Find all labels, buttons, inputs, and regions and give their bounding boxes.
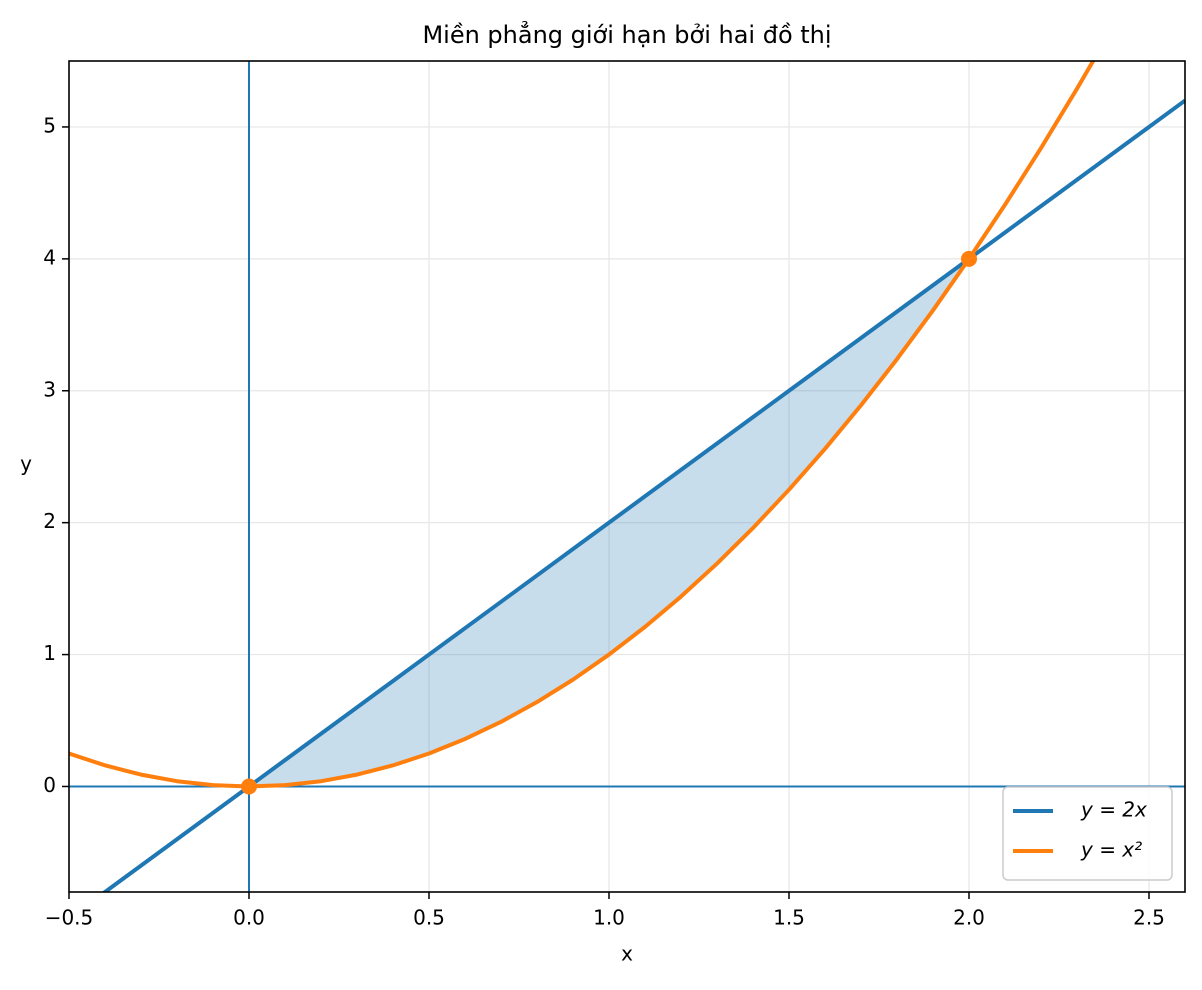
x-tick-label: 2.0: [953, 906, 985, 930]
x-tick-label: 0.0: [233, 906, 265, 930]
x-tick-label: −0.5: [45, 906, 94, 930]
intersection-point: [961, 250, 977, 267]
y-tick-label: 0: [43, 773, 56, 797]
chart-title: Miền phẳng giới hạn bởi hai đồ thị: [422, 20, 831, 49]
axes: −0.5 0.0 0.5 1.0 1.5 2.0 2.5 0 1 2 3 4 5: [43, 113, 1165, 929]
y-tick-label: 5: [43, 113, 56, 137]
x-tick-label: 0.5: [413, 906, 445, 930]
y-tick-label: 2: [43, 509, 56, 533]
intersection-point: [241, 778, 257, 795]
y-axis-label: y: [20, 452, 32, 476]
y-tick-label: 4: [43, 245, 56, 269]
y-tick-label: 1: [43, 641, 56, 665]
plot-area: [69, 61, 1185, 892]
y-tick-label: 3: [43, 377, 56, 401]
legend-label: y = 2x: [1080, 798, 1147, 822]
x-tick-label: 1.5: [773, 906, 805, 930]
legend: y = 2x y = x²: [1002, 786, 1173, 881]
x-tick-label: 1.0: [593, 906, 625, 930]
x-axis-label: x: [621, 942, 633, 966]
x-tick-label: 2.5: [1133, 906, 1165, 930]
plot-frame: [68, 60, 1186, 893]
legend-label: y = x²: [1080, 838, 1142, 862]
